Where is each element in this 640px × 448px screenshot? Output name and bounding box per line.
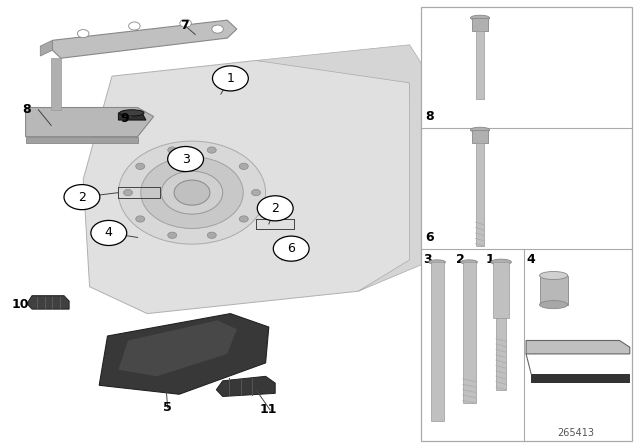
- Polygon shape: [51, 58, 61, 110]
- Polygon shape: [526, 340, 630, 354]
- Bar: [476, 143, 484, 246]
- Text: 4: 4: [105, 226, 113, 240]
- Circle shape: [212, 66, 248, 91]
- Ellipse shape: [120, 110, 144, 116]
- Polygon shape: [27, 296, 69, 309]
- Text: 1: 1: [485, 253, 494, 267]
- Bar: [493, 262, 509, 318]
- Ellipse shape: [540, 301, 568, 309]
- Text: 265413: 265413: [557, 428, 595, 438]
- Text: 8: 8: [425, 110, 433, 123]
- Polygon shape: [256, 45, 422, 291]
- Circle shape: [136, 163, 145, 169]
- Circle shape: [252, 190, 260, 196]
- Ellipse shape: [470, 15, 490, 21]
- Bar: [472, 18, 488, 31]
- Polygon shape: [118, 320, 237, 376]
- Circle shape: [257, 196, 293, 221]
- Polygon shape: [83, 60, 416, 314]
- Polygon shape: [216, 376, 275, 396]
- Circle shape: [124, 190, 132, 196]
- Text: 1: 1: [227, 72, 234, 85]
- Text: 5: 5: [163, 401, 172, 414]
- Text: 2: 2: [456, 253, 465, 267]
- Text: 8: 8: [22, 103, 31, 116]
- Circle shape: [174, 180, 210, 205]
- Circle shape: [64, 185, 100, 210]
- Circle shape: [207, 147, 216, 153]
- Polygon shape: [40, 40, 52, 56]
- Polygon shape: [531, 374, 630, 383]
- Text: 10: 10: [12, 298, 29, 311]
- Circle shape: [77, 30, 89, 38]
- Bar: [540, 276, 568, 305]
- Circle shape: [141, 157, 243, 228]
- Text: 4: 4: [526, 253, 535, 267]
- Text: 7: 7: [180, 19, 189, 32]
- Polygon shape: [118, 113, 146, 120]
- Bar: [463, 262, 476, 403]
- Text: 9: 9: [120, 112, 129, 125]
- Bar: [496, 318, 506, 390]
- Bar: [476, 31, 484, 99]
- Bar: [421, 7, 632, 441]
- Circle shape: [129, 22, 140, 30]
- Circle shape: [161, 171, 223, 214]
- Polygon shape: [99, 314, 269, 394]
- Text: 6: 6: [287, 242, 295, 255]
- Circle shape: [239, 216, 248, 222]
- Polygon shape: [52, 20, 237, 58]
- Circle shape: [118, 141, 266, 244]
- Text: 2: 2: [271, 202, 279, 215]
- Text: 3: 3: [182, 152, 189, 166]
- Polygon shape: [26, 108, 154, 137]
- Circle shape: [239, 163, 248, 169]
- Polygon shape: [26, 137, 138, 143]
- Text: 2: 2: [78, 190, 86, 204]
- Circle shape: [207, 232, 216, 238]
- Ellipse shape: [540, 271, 568, 280]
- Circle shape: [136, 216, 145, 222]
- Ellipse shape: [491, 259, 511, 265]
- Bar: [431, 262, 444, 421]
- Text: 11: 11: [260, 403, 278, 417]
- Circle shape: [168, 146, 204, 172]
- Text: 3: 3: [424, 253, 432, 267]
- Text: 6: 6: [425, 231, 433, 244]
- Circle shape: [212, 25, 223, 33]
- Circle shape: [91, 220, 127, 246]
- Ellipse shape: [470, 127, 490, 133]
- Bar: [472, 130, 488, 143]
- Ellipse shape: [429, 260, 445, 264]
- Circle shape: [168, 232, 177, 238]
- Circle shape: [273, 236, 309, 261]
- Circle shape: [168, 147, 177, 153]
- Ellipse shape: [461, 260, 477, 264]
- Circle shape: [180, 19, 191, 27]
